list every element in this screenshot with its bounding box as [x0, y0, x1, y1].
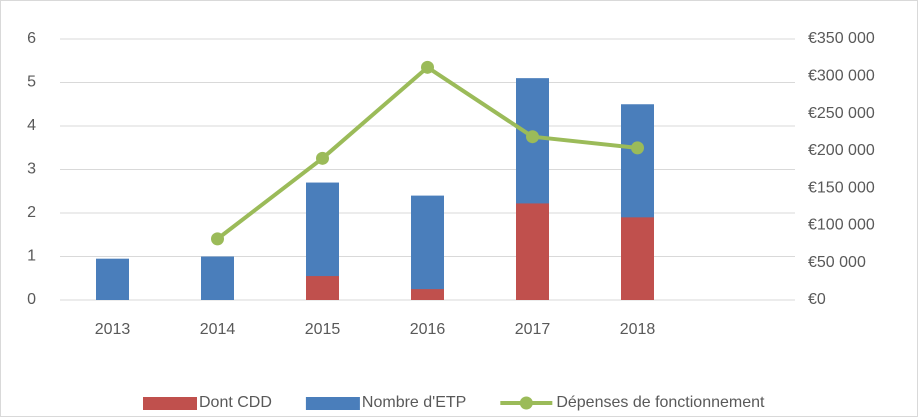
x-tick-label: 2017: [515, 321, 551, 338]
legend-label: Nombre d'ETP: [362, 394, 466, 411]
legend-swatch-marker: [519, 396, 533, 410]
y2-tick-label: €0: [808, 291, 826, 308]
y-tick-label: 0: [27, 291, 36, 308]
bar: [516, 203, 549, 300]
y2-tick-label: €50 000: [808, 254, 866, 271]
x-tick-label: 2018: [620, 321, 656, 338]
bar: [411, 195, 444, 300]
bar: [201, 256, 234, 300]
y-tick-label: 4: [27, 117, 36, 134]
y2-tick-label: €250 000: [808, 105, 875, 122]
x-tick-label: 2015: [305, 321, 341, 338]
bar: [621, 217, 654, 300]
line-marker: [211, 232, 224, 246]
legend-swatch: [143, 397, 197, 410]
legend-label: Dépenses de fonctionnement: [556, 394, 765, 411]
line-marker: [421, 60, 434, 74]
y-tick-label: 5: [27, 74, 36, 91]
y2-tick-label: €350 000: [808, 30, 875, 47]
line-marker: [526, 130, 539, 144]
y2-tick-label: €100 000: [808, 217, 875, 234]
legend-swatch: [305, 397, 360, 410]
line-marker: [631, 141, 644, 155]
legend-label: Dont CDD: [199, 394, 272, 411]
bar: [411, 289, 444, 300]
line-marker: [316, 151, 329, 165]
bar: [306, 276, 339, 300]
y-tick-label: 6: [27, 30, 36, 47]
y-tick-label: 3: [27, 161, 36, 178]
x-tick-label: 2016: [410, 321, 446, 338]
y-tick-label: 2: [27, 204, 36, 221]
x-tick-label: 2013: [95, 321, 131, 338]
y2-tick-label: €150 000: [808, 179, 875, 196]
x-tick-label: 2014: [200, 321, 236, 338]
bar: [96, 258, 129, 300]
y-tick-label: 1: [27, 248, 36, 265]
y2-tick-label: €200 000: [808, 142, 875, 159]
y2-tick-label: €300 000: [808, 68, 875, 85]
